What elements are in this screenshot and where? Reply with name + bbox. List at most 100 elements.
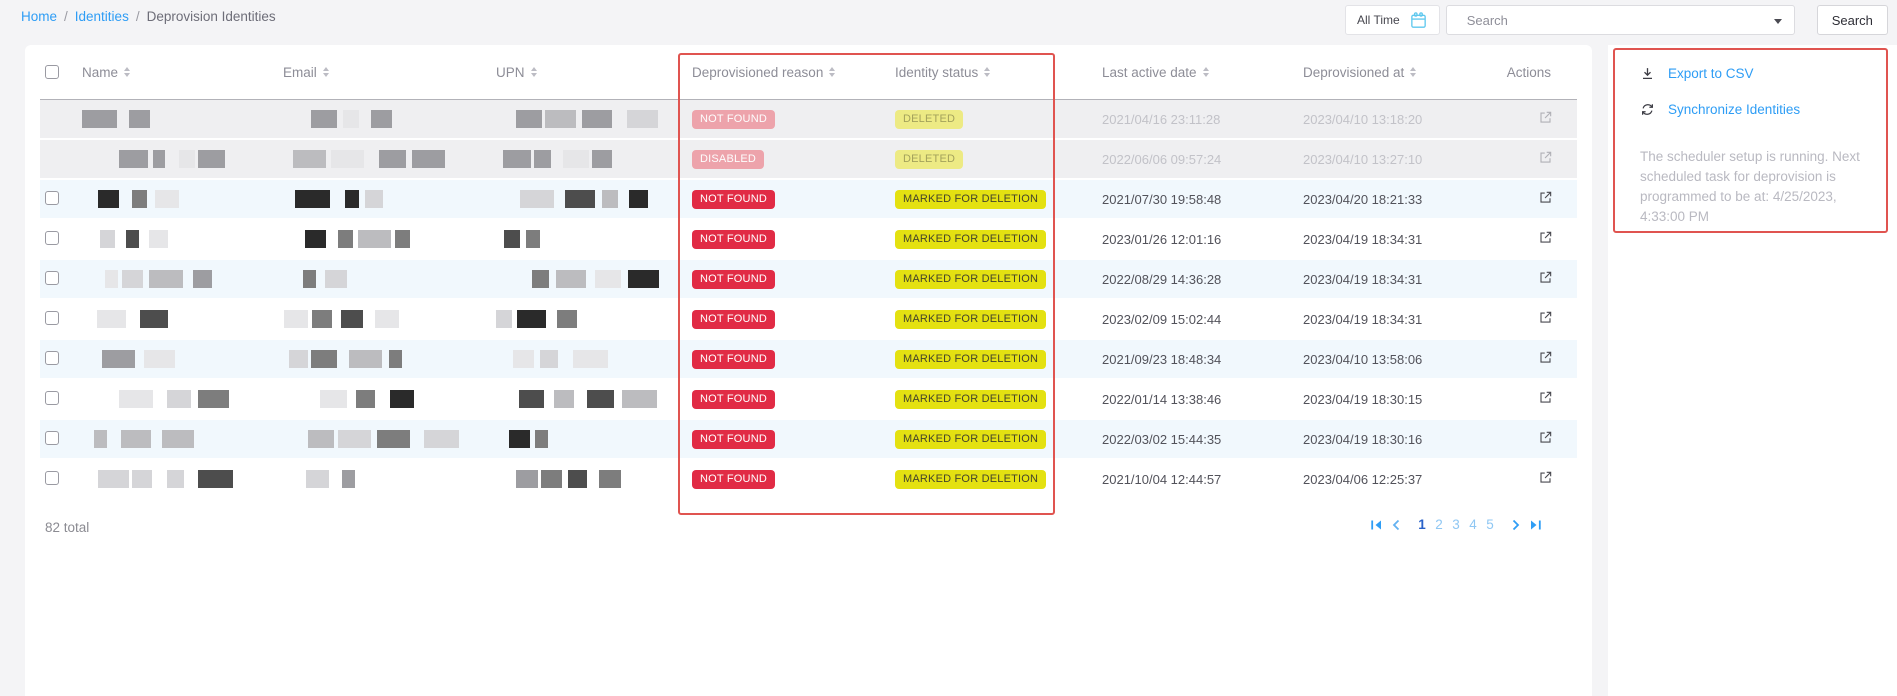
table-row: NOT FOUND MARKED FOR DELETION 2022/08/29…	[40, 260, 1577, 300]
deprovisioned-at-cell: 2023/04/19 18:34:31	[1303, 311, 1423, 327]
sort-icon	[124, 67, 131, 77]
sort-icon	[984, 67, 991, 77]
deprovisioned-at-cell: 2023/04/10 13:27:10	[1303, 151, 1423, 167]
external-link-icon	[1538, 110, 1553, 125]
email-redacted	[283, 420, 496, 458]
export-csv-link[interactable]: Export to CSV	[1640, 61, 1897, 85]
select-all-cell	[40, 65, 82, 79]
last-active-cell: 2021/07/30 19:58:48	[1102, 191, 1222, 207]
page-number[interactable]: 5	[1486, 517, 1494, 532]
upn-redacted	[496, 300, 692, 338]
time-filter-button[interactable]: All Time	[1345, 5, 1440, 35]
row-checkbox[interactable]	[45, 470, 59, 485]
upn-redacted	[496, 100, 692, 138]
email-redacted	[283, 340, 496, 378]
col-header-email[interactable]: Email	[283, 65, 496, 80]
upn-redacted	[496, 420, 692, 458]
synchronize-identities-link[interactable]: Synchronize Identities	[1640, 97, 1897, 121]
row-checkbox[interactable]	[45, 350, 59, 365]
reason-badge: NOT FOUND	[692, 389, 775, 409]
row-checkbox[interactable]	[45, 310, 59, 325]
previous-page-button[interactable]	[1392, 519, 1400, 531]
upn-redacted	[496, 460, 692, 498]
last-active-cell: 2023/01/26 12:01:16	[1102, 231, 1222, 247]
table-row: DISABLED DELETED 2022/06/06 09:57:24 202…	[40, 140, 1577, 180]
breadcrumb-identities-link[interactable]: Identities	[74, 9, 129, 24]
table-header: Name Email UPN Deprovisioned reason Iden…	[40, 45, 1577, 100]
page-number[interactable]: 1	[1418, 517, 1426, 532]
scheduler-note: The scheduler setup is running. Next sch…	[1640, 149, 1860, 224]
open-identity-button[interactable]	[1538, 390, 1553, 405]
name-redacted	[82, 180, 283, 218]
external-link-icon	[1538, 310, 1553, 325]
open-identity-button[interactable]	[1538, 230, 1553, 245]
name-redacted	[82, 260, 283, 298]
upn-redacted	[496, 380, 692, 418]
upn-redacted	[496, 220, 692, 258]
status-badge: MARKED FOR DELETION	[895, 309, 1047, 329]
total-count: 82 total	[45, 520, 90, 535]
open-identity-button[interactable]	[1538, 270, 1553, 285]
search-input[interactable]: Search	[1445, 5, 1795, 35]
email-redacted	[283, 100, 496, 138]
row-checkbox[interactable]	[45, 270, 59, 285]
table-row: NOT FOUND DELETED 2021/04/16 23:11:28 20…	[40, 100, 1577, 140]
external-link-icon	[1538, 430, 1553, 445]
name-redacted	[82, 460, 283, 498]
last-page-button[interactable]	[1529, 519, 1542, 531]
col-header-last-active-date[interactable]: Last active date	[1102, 65, 1303, 80]
first-page-button[interactable]	[1370, 519, 1383, 531]
name-redacted	[82, 420, 283, 458]
select-all-checkbox[interactable]	[45, 65, 59, 79]
row-checkbox[interactable]	[45, 190, 59, 205]
open-identity-button[interactable]	[1538, 150, 1553, 165]
status-badge: DELETED	[895, 149, 964, 169]
upn-redacted	[496, 340, 692, 378]
page-number[interactable]: 4	[1469, 517, 1477, 532]
last-active-cell: 2021/04/16 23:11:28	[1102, 111, 1221, 127]
last-active-cell: 2022/01/14 13:38:46	[1102, 391, 1222, 407]
open-identity-button[interactable]	[1538, 470, 1553, 485]
row-checkbox[interactable]	[45, 390, 59, 405]
reason-badge: NOT FOUND	[692, 469, 775, 489]
table-row: NOT FOUND MARKED FOR DELETION 2021/10/04…	[40, 460, 1577, 500]
open-identity-button[interactable]	[1538, 190, 1553, 205]
row-checkbox[interactable]	[45, 430, 59, 445]
open-identity-button[interactable]	[1538, 350, 1553, 365]
deprovisioned-at-cell: 2023/04/19 18:30:15	[1303, 391, 1423, 407]
col-header-identity-status[interactable]: Identity status	[895, 65, 1102, 80]
search-button[interactable]: Search	[1816, 5, 1888, 35]
email-redacted	[283, 260, 496, 298]
email-redacted	[283, 380, 496, 418]
col-header-name[interactable]: Name	[82, 65, 283, 80]
open-identity-button[interactable]	[1538, 430, 1553, 445]
table-body: NOT FOUND DELETED 2021/04/16 23:11:28 20…	[25, 100, 1592, 500]
external-link-icon	[1538, 230, 1553, 245]
open-identity-button[interactable]	[1538, 310, 1553, 325]
email-redacted	[283, 180, 496, 218]
search-placeholder: Search	[1466, 12, 1508, 28]
page-number[interactable]: 3	[1452, 517, 1460, 532]
deprovisioned-at-cell: 2023/04/10 13:18:20	[1303, 111, 1423, 127]
identities-table-card: Name Email UPN Deprovisioned reason Iden…	[25, 45, 1592, 696]
sort-icon	[530, 67, 537, 77]
breadcrumb-home-link[interactable]: Home	[21, 9, 58, 24]
col-header-deprovisioned-reason[interactable]: Deprovisioned reason	[692, 65, 895, 80]
top-controls: All Time Search Search	[1345, 5, 1888, 35]
reason-badge: NOT FOUND	[692, 349, 775, 369]
sort-icon	[829, 67, 836, 77]
page-number[interactable]: 2	[1435, 517, 1443, 532]
open-identity-button[interactable]	[1538, 110, 1553, 125]
col-header-upn[interactable]: UPN	[496, 65, 692, 80]
col-header-deprovisioned-at[interactable]: Deprovisioned at	[1303, 65, 1505, 80]
upn-redacted	[496, 180, 692, 218]
table-row: NOT FOUND MARKED FOR DELETION 2023/02/09…	[40, 300, 1577, 340]
row-checkbox[interactable]	[45, 230, 59, 245]
next-page-button[interactable]	[1512, 519, 1520, 531]
email-redacted	[283, 140, 496, 178]
name-redacted	[82, 220, 283, 258]
status-badge: DELETED	[895, 109, 964, 129]
email-redacted	[283, 220, 496, 258]
status-badge: MARKED FOR DELETION	[895, 269, 1047, 289]
sort-icon	[1202, 67, 1209, 77]
